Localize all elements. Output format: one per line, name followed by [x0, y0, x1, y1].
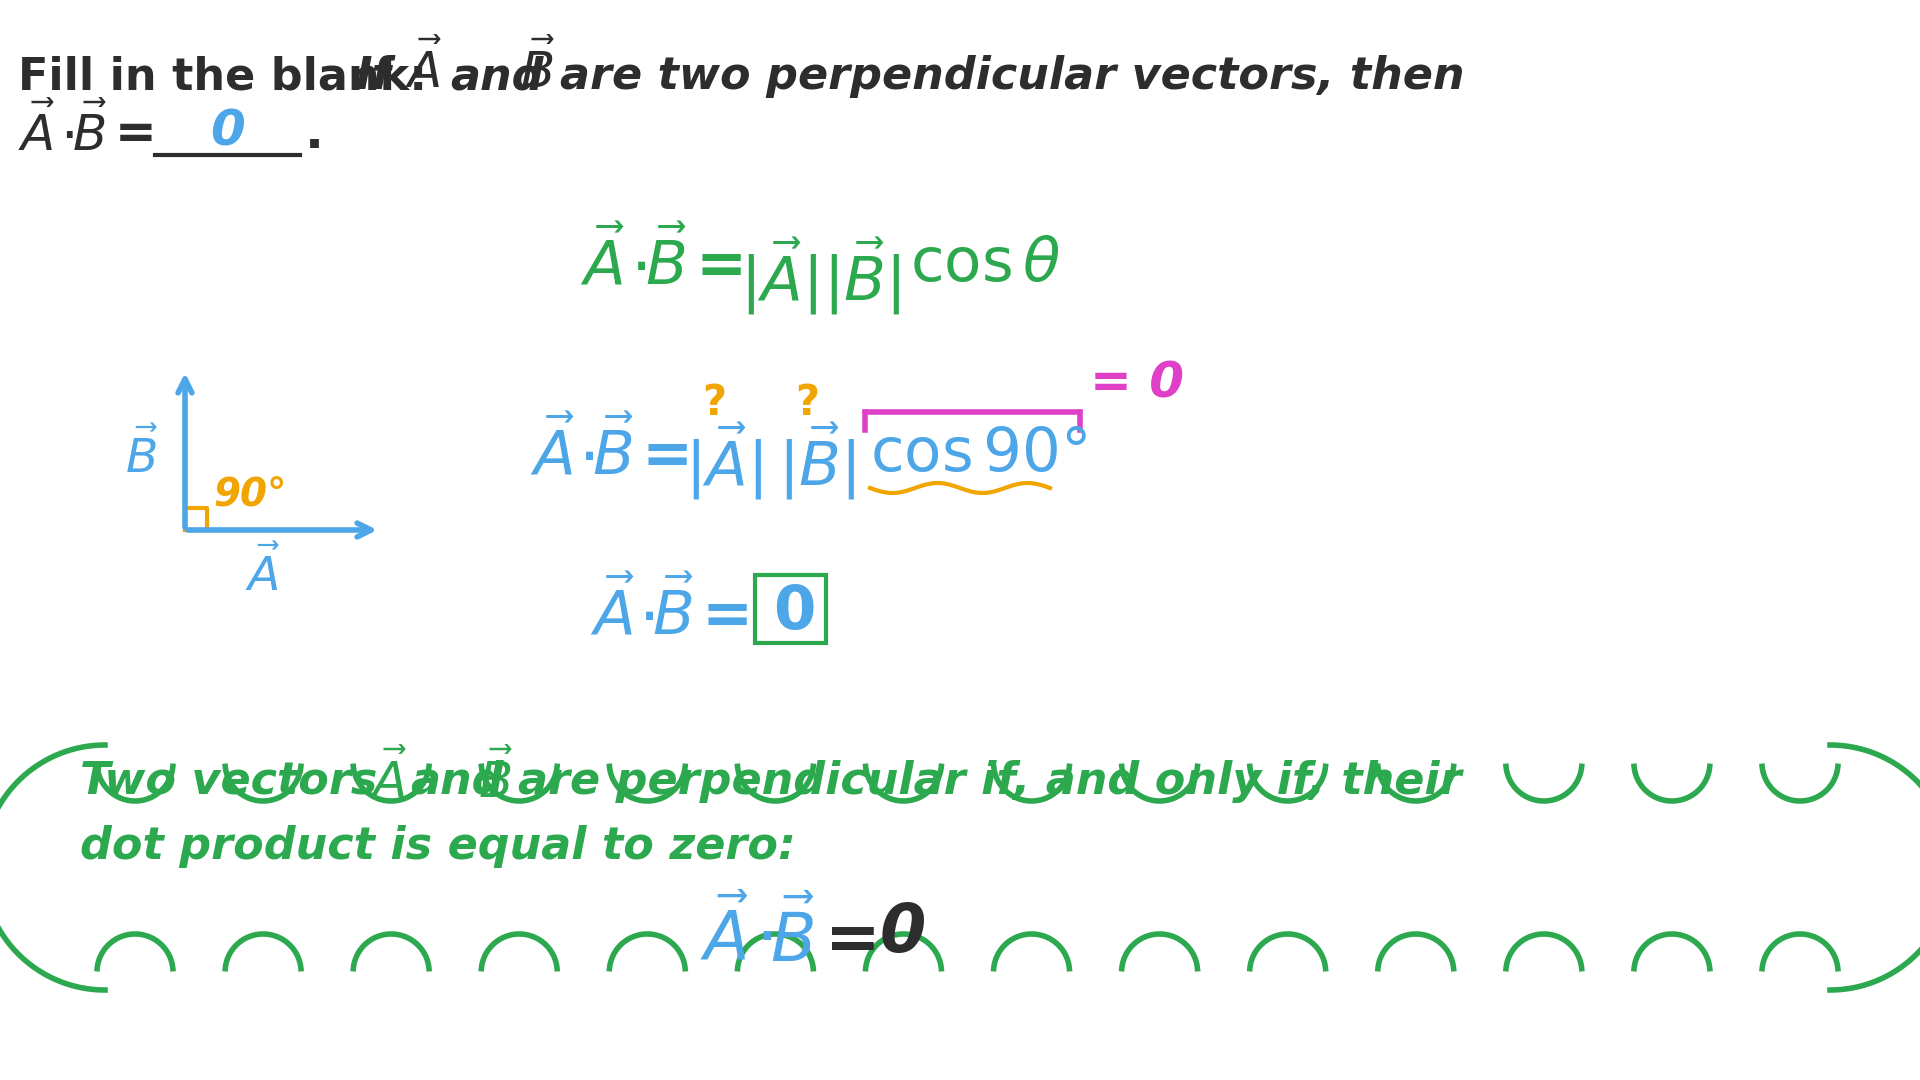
Text: $\vec{A}$: $\vec{A}$: [405, 42, 442, 98]
Text: dot product is equal to zero:: dot product is equal to zero:: [81, 825, 795, 868]
Text: $\cdot$: $\cdot$: [755, 905, 772, 974]
Text: If: If: [355, 55, 392, 98]
Text: $\vec{B}$: $\vec{B}$: [478, 752, 513, 808]
Text: $\cdot$: $\cdot$: [637, 585, 655, 651]
Text: $\cdot$: $\cdot$: [578, 426, 593, 491]
Text: $\cos 90°$: $\cos 90°$: [870, 426, 1087, 484]
Text: =: =: [641, 428, 693, 487]
Text: are perpendicular if, and only if, their: are perpendicular if, and only if, their: [518, 760, 1461, 804]
Text: = 0: = 0: [1091, 360, 1185, 408]
Text: Two vectors: Two vectors: [81, 760, 378, 804]
Text: 0: 0: [774, 583, 816, 642]
Text: $|\vec{A}|$: $|\vec{A}|$: [685, 420, 762, 502]
Text: ?: ?: [703, 382, 726, 424]
Text: $\cdot$: $\cdot$: [630, 235, 645, 301]
Text: =: =: [703, 588, 753, 647]
FancyBboxPatch shape: [755, 575, 826, 643]
Text: $\vec{B}$: $\vec{B}$: [645, 230, 687, 298]
Text: $|\vec{A}||\vec{B}|$: $|\vec{A}||\vec{B}|$: [739, 235, 900, 316]
Text: and: and: [449, 55, 543, 98]
Text: $\vec{A}$: $\vec{A}$: [580, 230, 624, 298]
Text: $\vec{B}$: $\vec{B}$: [591, 420, 634, 488]
Text: $\vec{B}$: $\vec{B}$: [73, 105, 108, 161]
Text: $\vec{B}$: $\vec{B}$: [770, 900, 814, 975]
Text: .: .: [305, 110, 324, 158]
Text: 0: 0: [879, 900, 925, 966]
Text: $\vec{A}$: $\vec{A}$: [589, 580, 636, 648]
Text: $|\vec{B}|$: $|\vec{B}|$: [778, 420, 856, 502]
Text: $\vec{A}$: $\vec{A}$: [371, 752, 407, 808]
Text: are two perpendicular vectors, then: are two perpendicular vectors, then: [561, 55, 1465, 98]
Text: 90°: 90°: [213, 475, 286, 513]
Text: 0: 0: [209, 108, 244, 156]
Text: $\vec{A}$: $\vec{A}$: [17, 105, 56, 161]
Text: $\vec{B}$: $\vec{B}$: [520, 42, 555, 98]
Text: $\vec{A}$: $\vec{A}$: [530, 420, 574, 488]
Text: $\cos\theta$: $\cos\theta$: [910, 235, 1062, 294]
Text: $\cdot$: $\cdot$: [60, 110, 73, 164]
Text: and: and: [411, 760, 503, 804]
Text: Fill in the blank:: Fill in the blank:: [17, 55, 426, 98]
Text: $\vec{A}$: $\vec{A}$: [701, 900, 749, 975]
Text: =: =: [115, 110, 157, 158]
Text: =: =: [826, 908, 881, 974]
Text: $\vec{B}$: $\vec{B}$: [653, 580, 693, 648]
Text: $\vec{B}$: $\vec{B}$: [125, 430, 157, 483]
Text: $\vec{A}$: $\vec{A}$: [246, 548, 280, 602]
Text: =: =: [695, 238, 747, 297]
Text: ?: ?: [795, 382, 820, 424]
